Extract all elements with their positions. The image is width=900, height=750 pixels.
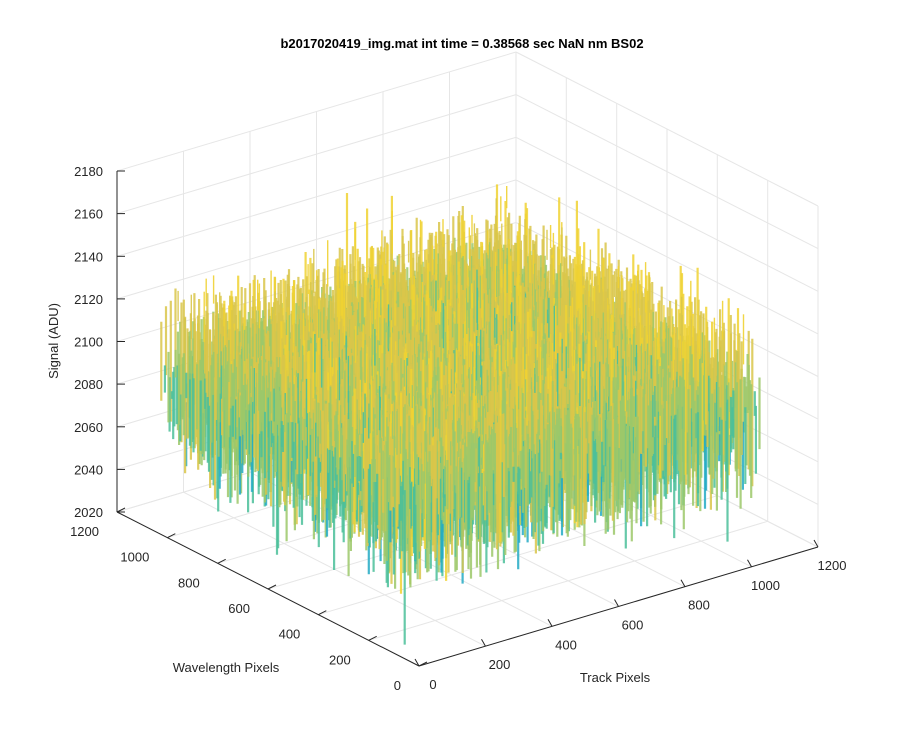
side-wall-grid-line <box>515 51 819 207</box>
back-wall-grid-line <box>116 51 517 172</box>
back-wall-grid-line <box>116 94 517 215</box>
back-wall-grid-line <box>116 179 517 300</box>
side-wall-grid-line <box>515 179 819 335</box>
side-wall-grid-line <box>515 94 819 250</box>
floor-grid-line <box>368 520 768 641</box>
surface-plot <box>160 184 761 645</box>
back-wall-grid-line <box>116 136 517 257</box>
side-wall-grid-line <box>515 136 819 292</box>
